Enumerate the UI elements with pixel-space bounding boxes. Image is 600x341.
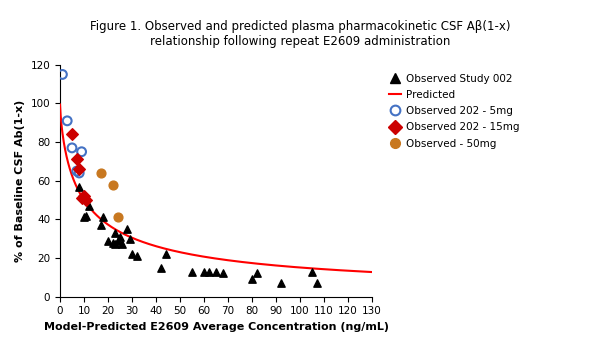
Y-axis label: % of Baseline CSF Ab(1-x): % of Baseline CSF Ab(1-x) [15,100,25,262]
Point [72,168,82,174]
Point [110,230,120,236]
Text: Figure 1. Observed and predicted plasma pharmacokinetic CSF Aβ(1-x)
relationship: Figure 1. Observed and predicted plasma … [90,20,510,48]
Point [218,271,228,276]
Point [122,226,132,232]
Point [77,195,86,201]
Point [67,132,77,137]
Point [156,265,166,270]
Point [113,238,122,243]
Point [108,182,118,187]
Point [312,280,322,286]
Point [103,238,113,243]
Point [74,166,84,172]
Point [77,149,86,154]
Point [67,145,77,151]
Point [118,242,127,247]
Point [96,170,106,176]
Legend: Observed Study 002, Predicted, Observed 202 - 5mg, Observed 202 - 15mg, Observed: Observed Study 002, Predicted, Observed … [385,70,524,153]
Point [113,215,122,220]
Point [125,236,134,241]
Point [115,234,125,239]
Point [82,197,91,203]
Point [204,269,214,274]
Point [108,240,118,245]
Point [252,271,262,276]
Point [211,269,221,274]
Point [132,253,142,259]
Point [96,222,106,228]
Point [110,242,120,247]
Point [276,280,286,286]
Point [79,215,89,220]
Point [82,213,91,218]
Point [161,251,170,257]
Point [72,157,82,162]
Point [62,118,72,123]
Point [127,251,137,257]
Point [74,184,84,189]
Point [79,193,89,199]
Point [74,170,84,176]
Point [307,269,317,274]
Point [84,203,94,209]
Point [199,269,209,274]
Point [58,72,67,77]
Point [98,215,108,220]
X-axis label: Model-Predicted E2609 Average Concentration (ng/mL): Model-Predicted E2609 Average Concentrat… [44,322,389,332]
Point [247,277,257,282]
Point [187,269,197,274]
